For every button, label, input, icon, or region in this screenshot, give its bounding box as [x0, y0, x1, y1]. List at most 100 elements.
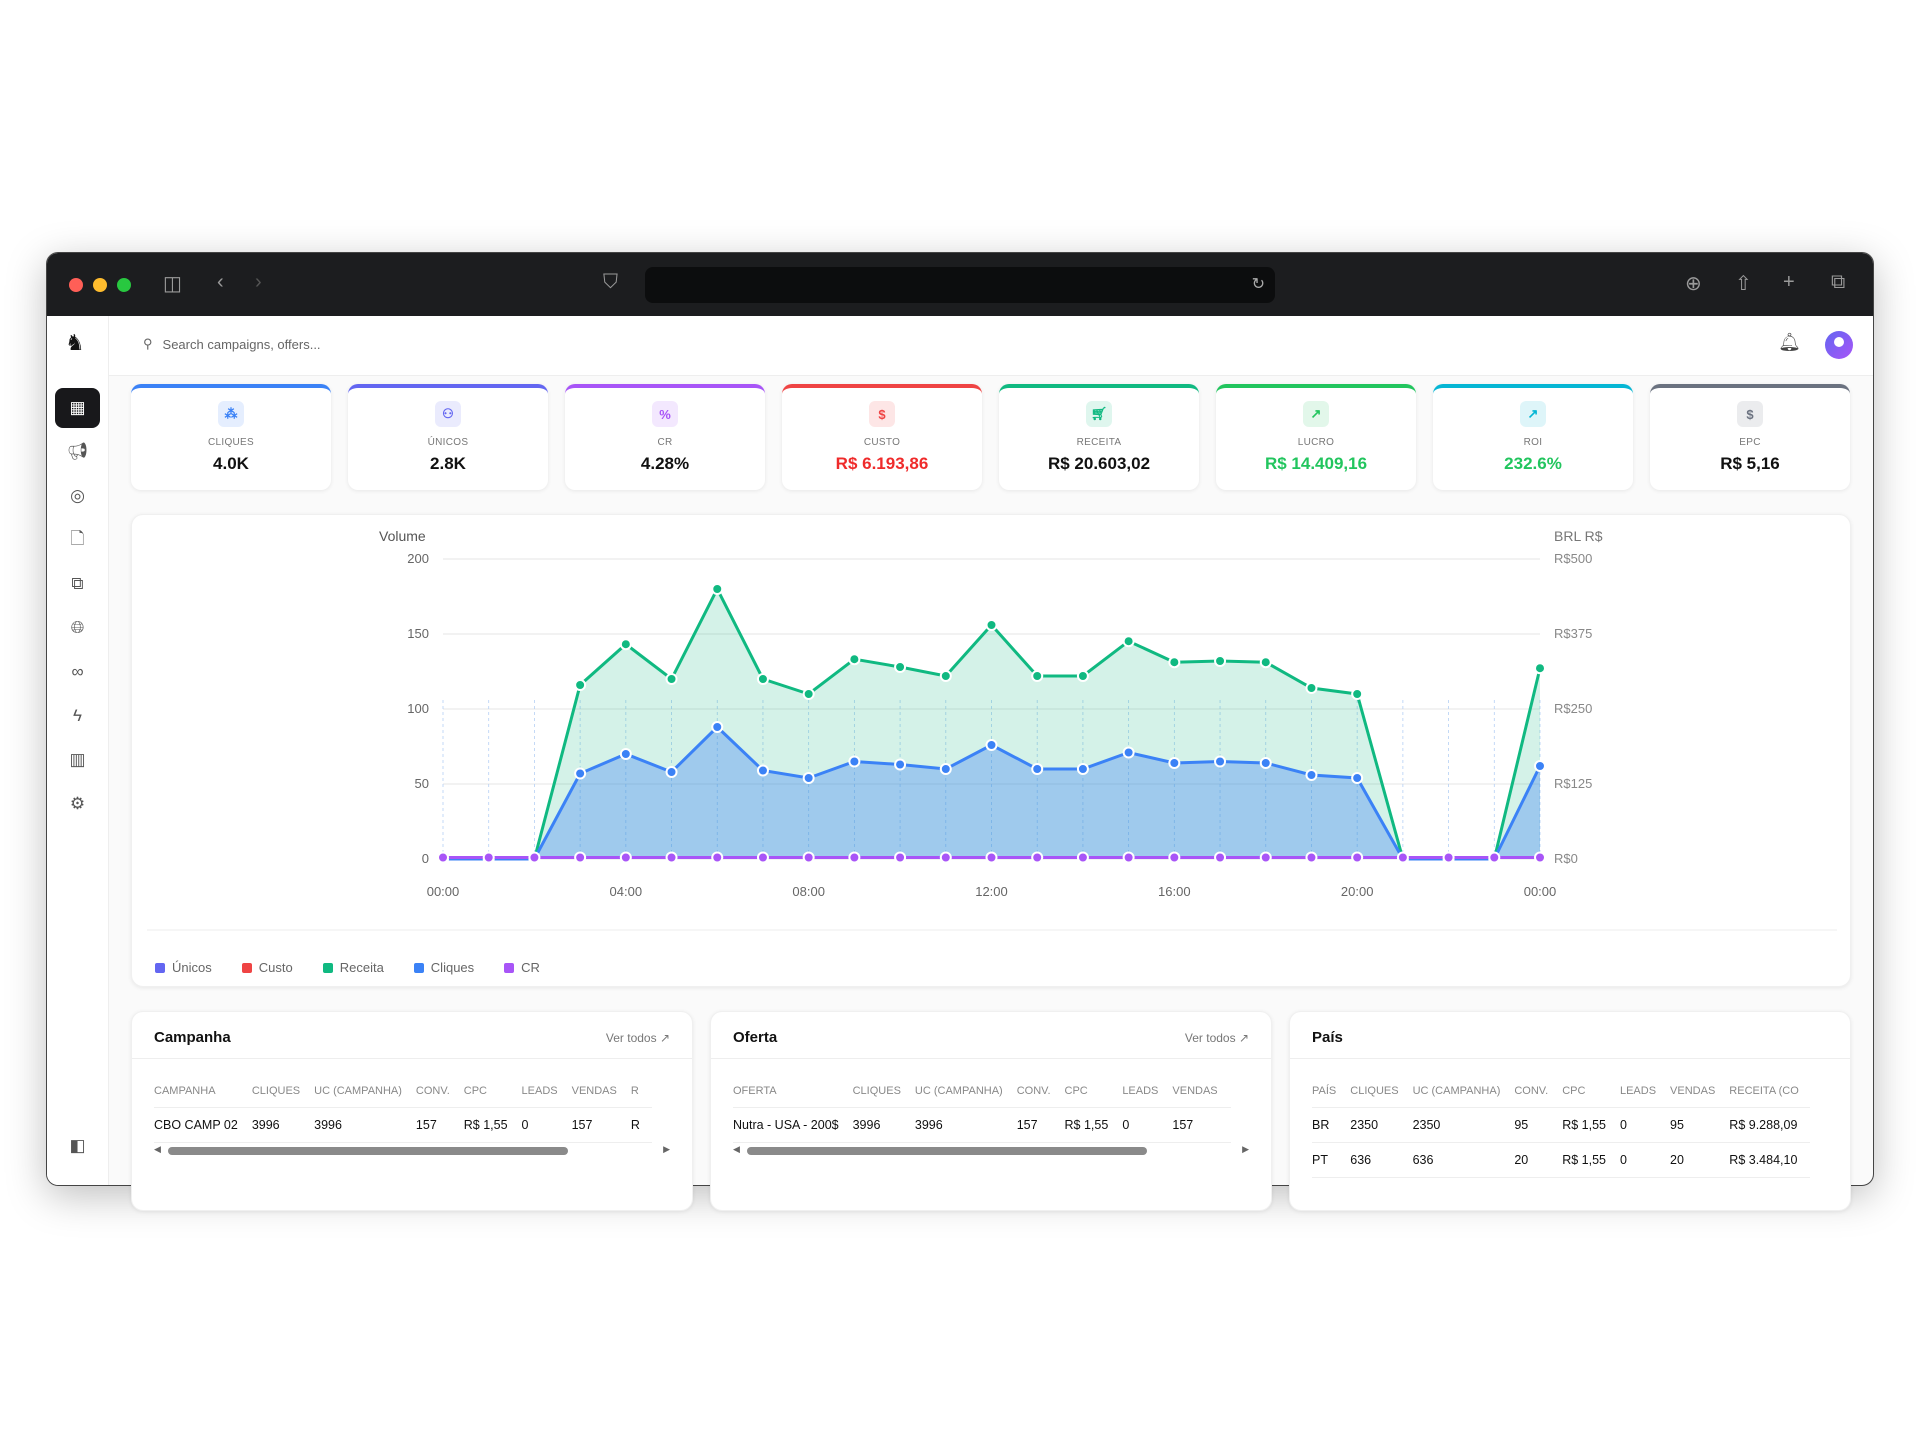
bar-chart-icon[interactable]: ▥ — [69, 750, 86, 769]
shield-icon[interactable]: ⛉ — [603, 271, 618, 293]
table-cell: 2350 — [1350, 1107, 1413, 1143]
column-header[interactable]: CPC — [1562, 1071, 1620, 1108]
kpi-value: R$ 14.409,16 — [1264, 454, 1368, 473]
kpi-card-lucro: ↗ LUCRO R$ 14.409,16 — [1216, 384, 1416, 490]
data-point-cr — [1214, 851, 1227, 864]
legend-item[interactable]: CR — [504, 960, 540, 975]
legend-item[interactable]: Receita — [322, 960, 384, 975]
cursor-click-icon: ⁂ — [218, 401, 244, 427]
column-header[interactable]: UC (CAMPANHA) — [1412, 1071, 1515, 1108]
kpi-value: R$ 6.193,86 — [835, 454, 929, 473]
collapse-sidebar-icon[interactable]: ◧ — [69, 1136, 86, 1155]
kpi-label: CR — [657, 437, 673, 448]
settings-icon[interactable]: ⚙ — [69, 794, 86, 813]
network-icon[interactable]: ⧉ — [71, 574, 84, 593]
column-header[interactable]: CONV. — [415, 1071, 464, 1108]
legend-label: Custo — [258, 960, 293, 975]
file-code-icon[interactable]: 🗋︎ — [70, 528, 85, 548]
table-cell: R$ 1,55 — [1562, 1107, 1620, 1143]
globe-icon[interactable]: 🌐︎ — [70, 618, 85, 637]
maximize-window-button[interactable] — [117, 278, 131, 292]
target-icon[interactable]: ◎ — [70, 486, 85, 505]
address-bar[interactable]: ↻ — [645, 267, 1275, 303]
column-header[interactable]: VENDAS — [1670, 1071, 1730, 1108]
avatar[interactable] — [1825, 331, 1853, 359]
y-tick-label: 100 — [407, 701, 429, 716]
column-header[interactable]: UC (CAMPANHA) — [314, 1071, 416, 1108]
column-header[interactable]: R — [630, 1071, 652, 1108]
column-header[interactable]: CLIQUES — [852, 1071, 915, 1108]
close-window-button[interactable] — [69, 278, 83, 292]
view-all-link[interactable]: Ver todos ↗ — [606, 1031, 670, 1045]
legend-item[interactable]: Cliques — [413, 960, 474, 975]
column-header[interactable]: RECEITA (CO — [1729, 1071, 1810, 1108]
view-all-link[interactable]: Ver todos ↗ — [1185, 1031, 1249, 1045]
legend-item[interactable]: Custo — [241, 960, 293, 975]
column-header[interactable]: CLIQUES — [1350, 1071, 1413, 1108]
horizontal-scrollbar[interactable]: ◀ ▶ — [733, 1144, 1249, 1155]
column-header[interactable]: UC (CAMPANHA) — [914, 1071, 1017, 1108]
column-header[interactable]: CAMPANHA — [154, 1071, 252, 1108]
megaphone-icon[interactable]: 📢︎ — [66, 442, 89, 461]
table-cell: 95 — [1670, 1107, 1730, 1143]
kpi-label: ROI — [1523, 437, 1543, 448]
table-card-0: Campanha Ver todos ↗ CAMPANHA CLIQUES UC (CA… — [131, 1011, 693, 1211]
table-cell: 157 — [1016, 1107, 1065, 1143]
bell-icon[interactable]: 🔔︎ — [1778, 332, 1801, 352]
minimize-window-button[interactable] — [93, 278, 107, 292]
reload-icon[interactable]: ↻ — [1251, 276, 1265, 293]
table-cell: 157 — [415, 1107, 464, 1143]
kpi-card-receita: 🛒︎ RECEITA R$ 20.603,02 — [999, 384, 1199, 490]
x-tick-label: 08:00 — [792, 884, 825, 899]
legend-label: Únicos — [172, 960, 212, 975]
table-card-2: País PAÍS CLIQUES UC (CAMPANHA) CONV. CPC LEAD… — [1289, 1011, 1851, 1211]
legend-item[interactable]: Únicos — [155, 960, 212, 975]
sidebar: ♞ ▦ 📢︎ ◎ 🗋︎ ⧉ 🌐︎ ∞ ϟ ▥ ⚙ ◧ — [47, 316, 109, 1185]
column-header[interactable]: LEADS — [1122, 1071, 1173, 1108]
column-header[interactable]: CPC — [463, 1071, 522, 1108]
download-icon[interactable]: ⊕ — [1685, 273, 1702, 295]
data-point-receita — [802, 688, 815, 700]
volume-revenue-chart: 0 R$0 50 R$125 100 R$250 150 R$375 200 R$500 Volum… — [147, 528, 1837, 931]
table-row[interactable]: PT 636 636 20 R$ 1,55 0 20 R$ 3.484,10 — [1312, 1142, 1810, 1178]
back-icon[interactable]: ‹ — [217, 271, 224, 293]
kpi-value: 232.6% — [1504, 454, 1562, 473]
table-row[interactable]: BR 2350 2350 95 R$ 1,55 0 95 R$ 9.288,09 — [1312, 1107, 1810, 1143]
top-header: ⚲ Search campaigns, offers... 🔔︎ — [109, 316, 1873, 376]
link-icon[interactable]: ∞ — [71, 662, 84, 681]
column-header[interactable]: CONV. — [1514, 1071, 1563, 1108]
column-header[interactable]: CONV. — [1016, 1071, 1065, 1108]
y2-tick-label: R$0 — [1554, 851, 1578, 866]
column-header[interactable]: LEADS — [521, 1071, 572, 1108]
zap-icon[interactable]: ϟ — [73, 706, 82, 725]
column-header[interactable]: OFERTA — [733, 1071, 853, 1108]
forward-icon[interactable]: › — [255, 271, 262, 293]
share-icon[interactable]: ⇧ — [1735, 273, 1752, 295]
dashboard-icon[interactable]: ▦ — [55, 388, 100, 428]
column-header[interactable]: VENDAS — [571, 1071, 631, 1108]
table-row[interactable]: CBO CAMP 02 3996 3996 157 R$ 1,55 0 157 R — [154, 1107, 652, 1143]
dog-logo-icon[interactable]: ♞ — [65, 330, 85, 355]
data-point-receita — [619, 638, 632, 651]
data-point-receita — [756, 673, 769, 685]
data-point-receita — [711, 583, 724, 595]
column-header[interactable]: CPC — [1064, 1071, 1123, 1108]
search-input[interactable]: ⚲ Search campaigns, offers... — [143, 336, 321, 352]
data-point-cliques — [1122, 746, 1135, 759]
column-header[interactable]: PAÍS — [1312, 1071, 1351, 1108]
data-point-cr — [1168, 851, 1181, 864]
data-point-cr — [574, 851, 587, 864]
column-header[interactable]: CLIQUES — [251, 1071, 315, 1108]
data-point-receita — [1214, 655, 1227, 667]
table-title: Campanha — [154, 1029, 231, 1046]
table-cell: R$ 9.288,09 — [1729, 1107, 1810, 1143]
horizontal-scrollbar[interactable]: ◀ ▶ — [154, 1144, 670, 1155]
table-row[interactable]: Nutra - USA - 200$ 3996 3996 157 R$ 1,55 0 157 — [733, 1107, 1231, 1143]
column-header[interactable]: VENDAS — [1172, 1071, 1231, 1108]
column-header[interactable]: LEADS — [1619, 1071, 1671, 1108]
tabs-overview-icon[interactable]: ⧉ — [1831, 271, 1846, 293]
table-cell: BR — [1312, 1107, 1351, 1143]
sidebar-toggle-icon[interactable]: ◫ — [163, 273, 182, 295]
new-tab-icon[interactable]: + — [1783, 271, 1795, 293]
kpi-label: LUCRO — [1297, 437, 1335, 448]
